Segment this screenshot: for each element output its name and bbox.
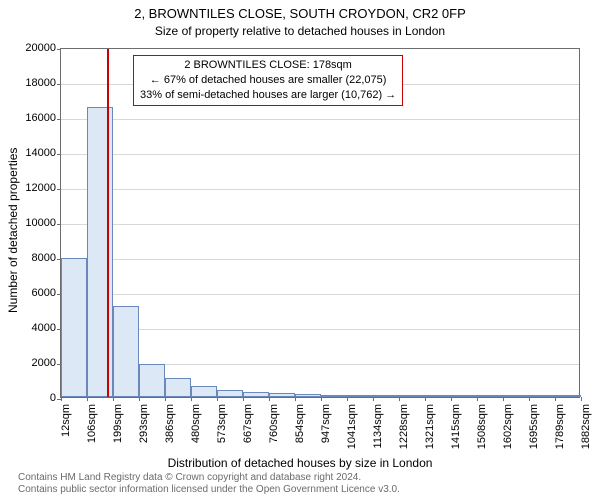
callout-line1: 2 BROWNTILES CLOSE: 178sqm [140,58,396,73]
y-tick-label: 6000 [6,287,56,299]
histogram-bar [113,306,139,397]
y-tick-label: 14000 [6,147,56,159]
histogram-bar [243,392,269,397]
y-tickmark [57,189,61,190]
y-tick-label: 12000 [6,182,56,194]
x-tickmark [347,397,348,401]
x-tickmark [555,397,556,401]
x-tick-label: 1321sqm [424,404,436,464]
histogram-bar [451,395,477,397]
callout-line2: ← 67% of detached houses are smaller (22… [140,73,396,88]
y-tick-label: 4000 [6,322,56,334]
y-tick-label: 8000 [6,252,56,264]
x-tickmark [529,397,530,401]
histogram-bar [269,393,295,397]
y-tick-label: 18000 [6,77,56,89]
gridline [61,119,579,120]
x-tickmark [425,397,426,401]
histogram-bar [165,378,191,397]
y-tick-label: 20000 [6,42,56,54]
x-tickmark [217,397,218,401]
histogram-bar [191,386,217,397]
gridline [61,154,579,155]
y-tickmark [57,154,61,155]
x-tick-label: 199sqm [112,404,124,464]
x-tick-label: 1041sqm [346,404,358,464]
y-tickmark [57,119,61,120]
histogram-bar [295,394,321,397]
histogram-bar [503,395,529,397]
page-title: 2, BROWNTILES CLOSE, SOUTH CROYDON, CR2 … [0,6,600,21]
histogram-bar [321,395,347,397]
page-subtitle: Size of property relative to detached ho… [0,24,600,38]
y-tick-label: 0 [6,392,56,404]
y-tickmark [57,84,61,85]
histogram-bar [347,395,373,397]
x-tickmark [399,397,400,401]
x-tickmark [503,397,504,401]
x-tick-label: 1228sqm [398,404,410,464]
x-tickmark [321,397,322,401]
gridline [61,189,579,190]
x-tickmark [191,397,192,401]
histogram-bar [373,395,399,397]
attribution-line2: Contains public sector information licen… [18,484,400,496]
y-tickmark [57,224,61,225]
histogram-bar [425,395,451,397]
x-tickmark [61,397,62,401]
chart-callout: 2 BROWNTILES CLOSE: 178sqm ← 67% of deta… [133,55,403,106]
x-tick-label: 293sqm [138,404,150,464]
x-tick-label: 480sqm [190,404,202,464]
x-tick-label: 573sqm [216,404,228,464]
x-tickmark [113,397,114,401]
x-tick-label: 1695sqm [528,404,540,464]
attribution-line1: Contains HM Land Registry data © Crown c… [18,472,400,484]
x-tick-label: 854sqm [294,404,306,464]
x-tickmark [243,397,244,401]
x-tickmark [87,397,88,401]
y-tick-label: 16000 [6,112,56,124]
gridline [61,294,579,295]
x-tick-label: 1882sqm [580,404,592,464]
histogram-bar [477,395,503,397]
x-tick-label: 1508sqm [476,404,488,464]
x-tickmark [477,397,478,401]
x-tick-label: 1134sqm [372,404,384,464]
x-tick-label: 947sqm [320,404,332,464]
gridline [61,224,579,225]
y-tick-label: 2000 [6,357,56,369]
x-tick-label: 106sqm [86,404,98,464]
y-tickmark [57,49,61,50]
x-tickmark [373,397,374,401]
attribution: Contains HM Land Registry data © Crown c… [18,472,400,496]
x-tick-label: 1415sqm [450,404,462,464]
x-tick-label: 667sqm [242,404,254,464]
histogram-bar [399,395,425,397]
x-tick-label: 12sqm [60,404,72,464]
x-tick-label: 386sqm [164,404,176,464]
x-tick-label: 1602sqm [502,404,514,464]
x-tickmark [451,397,452,401]
x-tickmark [295,397,296,401]
histogram-bar [529,395,555,397]
x-tickmark [269,397,270,401]
histogram-bar [555,395,581,397]
x-tickmark [139,397,140,401]
x-tick-label: 1789sqm [554,404,566,464]
marker-line [107,49,109,397]
x-tick-label: 760sqm [268,404,280,464]
histogram-bar [217,390,243,397]
histogram-bar [139,364,165,397]
callout-line3: 33% of semi-detached houses are larger (… [140,88,396,103]
histogram-bar [61,258,87,397]
x-tickmark [581,397,582,401]
gridline [61,259,579,260]
x-tickmark [165,397,166,401]
y-tick-label: 10000 [6,217,56,229]
